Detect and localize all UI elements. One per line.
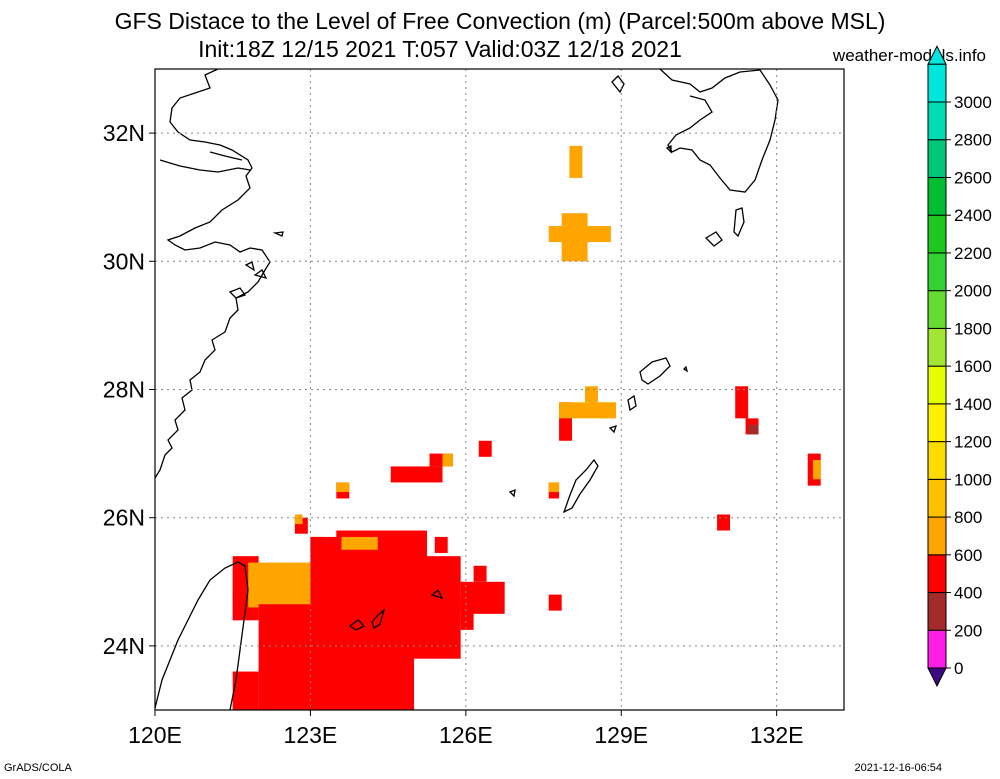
lon-tick-label: 129E xyxy=(594,722,648,748)
field-cell xyxy=(473,565,487,582)
field-cell xyxy=(294,514,303,525)
yakushima xyxy=(704,231,723,247)
lon-tick-label: 120E xyxy=(128,722,182,748)
field-cell xyxy=(569,145,583,178)
colorbar-label: 2600 xyxy=(954,168,992,187)
zhoushan-islands xyxy=(228,231,284,299)
field-cell xyxy=(248,562,321,608)
okinawa-island xyxy=(508,458,599,514)
colorbar-bin xyxy=(927,516,947,556)
amami-oshima xyxy=(639,357,671,385)
field-cell xyxy=(478,440,492,457)
colorbar-label: 2800 xyxy=(954,131,992,150)
colorbar-bin xyxy=(927,441,947,480)
field-cell xyxy=(812,460,821,480)
colorbar-label: 200 xyxy=(954,621,982,640)
colorbar-bin xyxy=(927,592,947,631)
colorbar-label: 400 xyxy=(954,584,982,603)
lfc-field-layer xyxy=(232,145,821,710)
korea-jeju xyxy=(611,75,625,94)
field-cell xyxy=(561,213,588,262)
field-cell xyxy=(460,581,505,614)
colorbar-bin xyxy=(927,403,947,443)
field-cell xyxy=(442,453,453,467)
field-cell xyxy=(434,536,448,553)
colorbar-bin xyxy=(927,290,947,329)
colorbar-label: 1400 xyxy=(954,395,992,414)
lat-tick-label: 32N xyxy=(103,120,145,146)
colorbar-label: 2000 xyxy=(954,282,992,301)
colorbar-label: 2400 xyxy=(954,206,992,225)
colorbar-bin xyxy=(927,252,947,292)
colorbar-label: 2200 xyxy=(954,244,992,263)
colorbar-bin xyxy=(927,554,947,594)
colorbar-label: 1800 xyxy=(954,319,992,338)
field-cell xyxy=(398,556,461,659)
field-cell xyxy=(336,482,350,493)
colorbar-label: 1000 xyxy=(954,470,992,489)
yangtze-estuary xyxy=(159,151,251,173)
colorbar-bin xyxy=(927,63,947,103)
map-title: GFS Distace to the Level of Free Convect… xyxy=(114,8,886,34)
axis-ticks-layer: 120E 123E 126E 129E 132E 24N 26N 28N 30N 32N xyxy=(103,120,804,748)
tokunoshima xyxy=(608,394,637,434)
colorbar-bin xyxy=(927,365,947,405)
field-cell xyxy=(748,424,759,435)
colorbar-label: 800 xyxy=(954,508,982,527)
colorbar: 0 200 400 600 800 1000 1200 1400 1600 1800 2000 220… xyxy=(927,45,992,688)
field-cell xyxy=(584,386,598,403)
field-cell xyxy=(390,466,443,483)
colorbar-bin xyxy=(927,214,947,254)
colorbar-label: 0 xyxy=(954,659,963,678)
lat-tick-label: 24N xyxy=(103,633,145,659)
lon-tick-label: 132E xyxy=(750,722,804,748)
colorbar-bin xyxy=(927,101,947,141)
miyako-island xyxy=(348,588,444,631)
colorbar-bin xyxy=(927,176,947,216)
taiwan-coastline xyxy=(155,561,249,710)
colorbar-label: 1200 xyxy=(954,433,992,452)
lat-tick-label: 30N xyxy=(103,248,145,274)
lon-tick-label: 123E xyxy=(284,722,338,748)
field-cell xyxy=(735,386,749,419)
credit-text: weather-models.info xyxy=(832,46,986,65)
colorbar-bin xyxy=(927,139,947,178)
colorbar-label: 600 xyxy=(954,546,982,565)
lat-tick-label: 28N xyxy=(103,377,145,403)
field-cell xyxy=(559,402,611,419)
minor-islands xyxy=(665,144,689,373)
footer-timestamp: 2021-12-16-06:54 xyxy=(854,762,942,774)
colorbar-bin xyxy=(927,629,947,669)
field-cell xyxy=(341,536,378,550)
field-cell xyxy=(548,482,560,493)
field-cell xyxy=(548,594,562,611)
china-coastline xyxy=(155,69,271,479)
lon-tick-label: 126E xyxy=(439,722,493,748)
coastline-layer xyxy=(155,69,779,710)
colorbar-bin xyxy=(927,327,947,367)
footer-software: GrADS/COLA xyxy=(4,762,72,774)
kyushu-coastline xyxy=(659,69,779,193)
tanegashima xyxy=(733,207,745,238)
colorbar-bin xyxy=(927,478,947,518)
field-cell xyxy=(717,514,731,531)
map-subtitle: Init:18Z 12/15 2021 T:057 Valid:03Z 12/1… xyxy=(198,36,682,62)
colorbar-label: 1600 xyxy=(954,357,992,376)
lat-tick-label: 26N xyxy=(103,505,145,531)
colorbar-min-arrow xyxy=(927,667,947,688)
field-cell xyxy=(310,536,324,553)
colorbar-label: 3000 xyxy=(954,93,992,112)
field-cell xyxy=(600,402,617,419)
colorbar-max-arrow xyxy=(927,45,947,65)
field-cell xyxy=(232,671,259,710)
